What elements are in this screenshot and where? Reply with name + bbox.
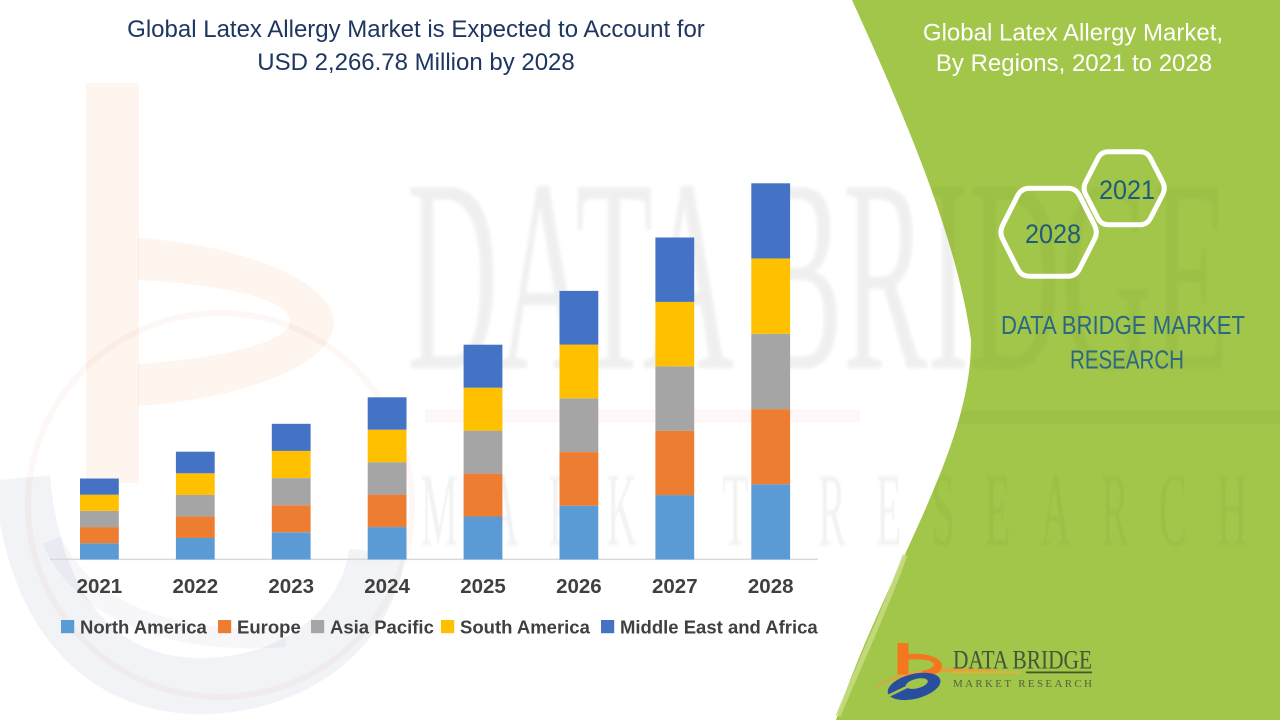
svg-text:2021: 2021 (1099, 175, 1155, 205)
svg-text:Middle East and Africa: Middle East and Africa (620, 617, 818, 638)
svg-text:2027: 2027 (652, 575, 698, 598)
svg-text:Global Latex Allergy Market is: Global Latex Allergy Market is Expected … (127, 16, 705, 43)
svg-text:2023: 2023 (268, 575, 314, 598)
svg-text:South America: South America (460, 617, 591, 638)
svg-text:2022: 2022 (172, 575, 218, 598)
svg-text:Global Latex Allergy Market,: Global Latex Allergy Market, (923, 20, 1223, 47)
svg-text:MARKET RESEARCH: MARKET RESEARCH (953, 678, 1092, 690)
svg-text:USD 2,266.78 Million by 2028: USD 2,266.78 Million by 2028 (257, 49, 575, 76)
svg-text:Asia Pacific: Asia Pacific (330, 617, 434, 638)
svg-text:RESEARCH: RESEARCH (1070, 345, 1184, 375)
svg-text:2026: 2026 (556, 575, 602, 598)
svg-text:DATA BRIDGE MARKET: DATA BRIDGE MARKET (1001, 310, 1245, 340)
svg-text:2021: 2021 (77, 575, 123, 598)
svg-text:2024: 2024 (364, 575, 410, 598)
svg-text:North America: North America (80, 617, 208, 638)
svg-text:2028: 2028 (1025, 219, 1081, 249)
svg-text:By Regions, 2021 to 2028: By Regions, 2021 to 2028 (936, 50, 1212, 77)
svg-text:2028: 2028 (748, 575, 794, 598)
svg-text:2025: 2025 (460, 575, 506, 598)
svg-text:DATA BRIDGE: DATA BRIDGE (953, 646, 1092, 675)
svg-text:Europe: Europe (237, 617, 301, 638)
